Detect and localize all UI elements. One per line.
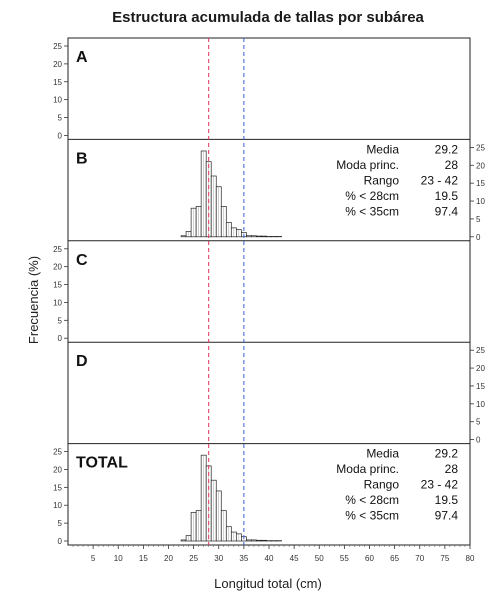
y-tick-label: 5 — [476, 418, 481, 427]
stat-value: 29.2 — [435, 447, 459, 461]
y-tick-label: 5 — [476, 215, 481, 224]
panel-label: TOTAL — [76, 455, 128, 472]
y-tick-label: 5 — [58, 316, 63, 325]
y-tick-label: 5 — [58, 114, 63, 123]
panel-c: 0 5 10 15 20 25 C — [53, 240, 470, 343]
stat-value: 29.2 — [435, 142, 459, 156]
y-tick-label: 15 — [53, 483, 62, 492]
y-tick-label: 0 — [58, 334, 63, 343]
x-tick-label: 20 — [164, 554, 173, 563]
reference-lines — [208, 38, 245, 545]
y-tick-label: 10 — [53, 298, 62, 307]
panel-label: A — [76, 49, 88, 66]
y-tick-label: 20 — [476, 161, 485, 170]
y-tick-label: 10 — [53, 96, 62, 105]
stat-label: Media — [366, 142, 399, 156]
x-tick-label: 45 — [290, 554, 299, 563]
y-axis-label: Frecuencia (%) — [26, 256, 41, 344]
y-tick-label: 5 — [58, 519, 63, 528]
x-tick-label: 15 — [139, 554, 148, 563]
x-tick-label: 25 — [189, 554, 198, 563]
x-tick-label: 65 — [390, 554, 399, 563]
y-tick-label: 25 — [53, 42, 62, 51]
y-tick-label: 0 — [58, 131, 63, 140]
x-tick-label: 50 — [315, 554, 324, 563]
y-tick-label: 0 — [476, 233, 481, 242]
x-tick-label: 5 — [91, 554, 96, 563]
panel-a: 0 5 10 15 20 25 A — [53, 42, 88, 140]
x-axis-label: Longitud total (cm) — [214, 576, 322, 591]
panel-total: 0 5 10 15 20 25 TOTAL Media 29.2 Moda princ. 28 Ran… — [53, 443, 470, 546]
x-tick-label: 75 — [440, 554, 449, 563]
y-tick-label: 0 — [58, 537, 63, 546]
y-tick-label: 25 — [53, 448, 62, 457]
stat-value: 23 - 42 — [421, 173, 459, 187]
y-tick-label: 20 — [476, 364, 485, 373]
panels-group: 0 5 10 15 20 25 A 0 5 10 15 20 25 B Media 29.2 Moda prin… — [53, 37, 485, 546]
x-axis: 5 10 15 20 25 30 35 40 45 50 55 60 65 70 75 80 — [72, 545, 475, 563]
x-tick-label: 70 — [415, 554, 424, 563]
y-tick-label: 0 — [476, 436, 481, 445]
x-tick-label: 35 — [239, 554, 248, 563]
panel-d: 0 5 10 15 20 25 D — [68, 341, 485, 445]
x-tick-label: 30 — [214, 554, 223, 563]
panel-label: B — [76, 150, 88, 167]
stat-label: Moda princ. — [336, 462, 399, 476]
y-tick-label: 15 — [53, 78, 62, 87]
y-tick-label: 10 — [53, 501, 62, 510]
stat-value: 28 — [445, 158, 459, 172]
stat-label: % < 35cm — [345, 204, 399, 218]
y-tick-label: 25 — [53, 245, 62, 254]
chart-title: Estructura acumulada de tallas por subár… — [112, 9, 424, 26]
y-tick-label: 25 — [476, 346, 485, 355]
x-tick-label: 80 — [466, 554, 475, 563]
stat-value: 97.4 — [435, 204, 459, 218]
stat-value: 97.4 — [435, 509, 459, 523]
stat-label: % < 28cm — [345, 189, 399, 203]
stat-label: Rango — [364, 173, 400, 187]
y-tick-label: 20 — [53, 263, 62, 272]
y-tick-label: 15 — [476, 382, 485, 391]
panel-b: 0 5 10 15 20 25 B Media 29.2 Moda princ. 28 Rango 23… — [68, 138, 485, 242]
y-tick-label: 25 — [476, 143, 485, 152]
stat-label: Moda princ. — [336, 158, 399, 172]
stat-value: 19.5 — [435, 493, 459, 507]
x-tick-label: 40 — [265, 554, 274, 563]
x-tick-label: 10 — [114, 554, 123, 563]
y-tick-label: 15 — [53, 281, 62, 290]
y-tick-label: 20 — [53, 60, 62, 69]
panel-label: C — [76, 252, 88, 269]
x-tick-label: 55 — [340, 554, 349, 563]
y-tick-label: 20 — [53, 465, 62, 474]
panel-label: D — [76, 353, 88, 370]
stat-label: Rango — [364, 478, 400, 492]
stat-label: % < 35cm — [345, 509, 399, 523]
y-tick-label: 15 — [476, 179, 485, 188]
plot-frame — [67, 37, 471, 546]
stat-value: 19.5 — [435, 189, 459, 203]
x-tick-label: 60 — [365, 554, 374, 563]
stat-label: Media — [366, 447, 399, 461]
stat-value: 28 — [445, 462, 459, 476]
y-tick-label: 10 — [476, 400, 485, 409]
y-tick-label: 10 — [476, 197, 485, 206]
stat-value: 23 - 42 — [421, 478, 459, 492]
stat-label: % < 28cm — [345, 493, 399, 507]
